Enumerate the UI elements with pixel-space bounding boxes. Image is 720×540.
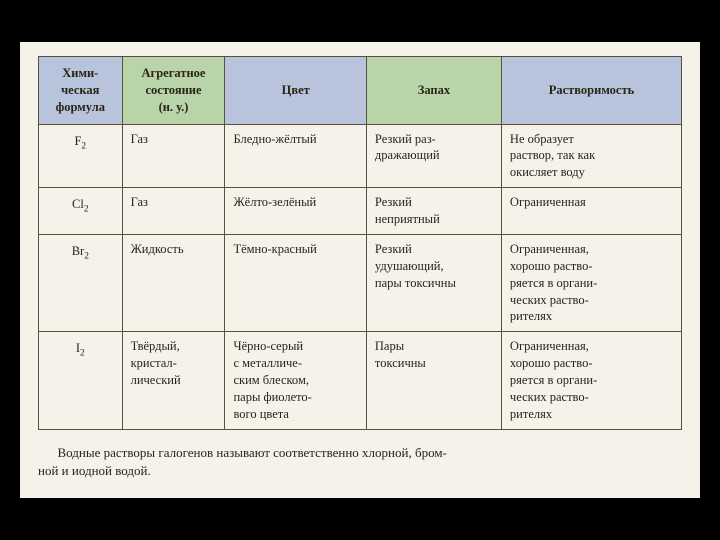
table-head: Хими-ческаяформулаАгрегатноесостояние(н.… xyxy=(39,56,682,124)
col-header-4: Растворимость xyxy=(501,56,681,124)
cell-color: Жёлто-зелёный xyxy=(225,188,366,235)
table-row: Cl2ГазЖёлто-зелёныйРезкийнеприятныйОгран… xyxy=(39,188,682,235)
table-row: I2Твёрдый,кристал-лическийЧёрно-серыйс м… xyxy=(39,332,682,429)
cell-solubility: Ограниченная,хорошо раство-ряется в орга… xyxy=(501,234,681,331)
cell-state: Газ xyxy=(122,188,225,235)
cell-formula: I2 xyxy=(39,332,123,429)
table-row: F2ГазБледно-жёлтыйРезкий раз-дражающийНе… xyxy=(39,124,682,188)
cell-color: Чёрно-серыйс металличе-ским блеском,пары… xyxy=(225,332,366,429)
cell-state: Жидкость xyxy=(122,234,225,331)
table-row: Br2ЖидкостьТёмно-красныйРезкийудушающий,… xyxy=(39,234,682,331)
header-row: Хими-ческаяформулаАгрегатноесостояние(н.… xyxy=(39,56,682,124)
cell-smell: Резкий раз-дражающий xyxy=(366,124,501,188)
cell-formula: Br2 xyxy=(39,234,123,331)
cell-color: Тёмно-красный xyxy=(225,234,366,331)
table-body: F2ГазБледно-жёлтыйРезкий раз-дражающийНе… xyxy=(39,124,682,429)
page: Хими-ческаяформулаАгрегатноесостояние(н.… xyxy=(20,42,700,498)
caption-text: Водные растворы галогенов называют соотв… xyxy=(38,444,682,480)
col-header-1: Агрегатноесостояние(н. у.) xyxy=(122,56,225,124)
cell-smell: Резкийнеприятный xyxy=(366,188,501,235)
cell-solubility: Ограниченная,хорошо раство-ряется в орга… xyxy=(501,332,681,429)
col-header-3: Запах xyxy=(366,56,501,124)
cell-smell: Парытоксичны xyxy=(366,332,501,429)
cell-solubility: Не образуетраствор, так какокисляет воду xyxy=(501,124,681,188)
cell-solubility: Ограниченная xyxy=(501,188,681,235)
col-header-2: Цвет xyxy=(225,56,366,124)
cell-state: Твёрдый,кристал-лический xyxy=(122,332,225,429)
cell-state: Газ xyxy=(122,124,225,188)
cell-color: Бледно-жёлтый xyxy=(225,124,366,188)
cell-formula: F2 xyxy=(39,124,123,188)
cell-smell: Резкийудушающий,пары токсичны xyxy=(366,234,501,331)
col-header-0: Хими-ческаяформула xyxy=(39,56,123,124)
halogens-table: Хими-ческаяформулаАгрегатноесостояние(н.… xyxy=(38,56,682,430)
cell-formula: Cl2 xyxy=(39,188,123,235)
